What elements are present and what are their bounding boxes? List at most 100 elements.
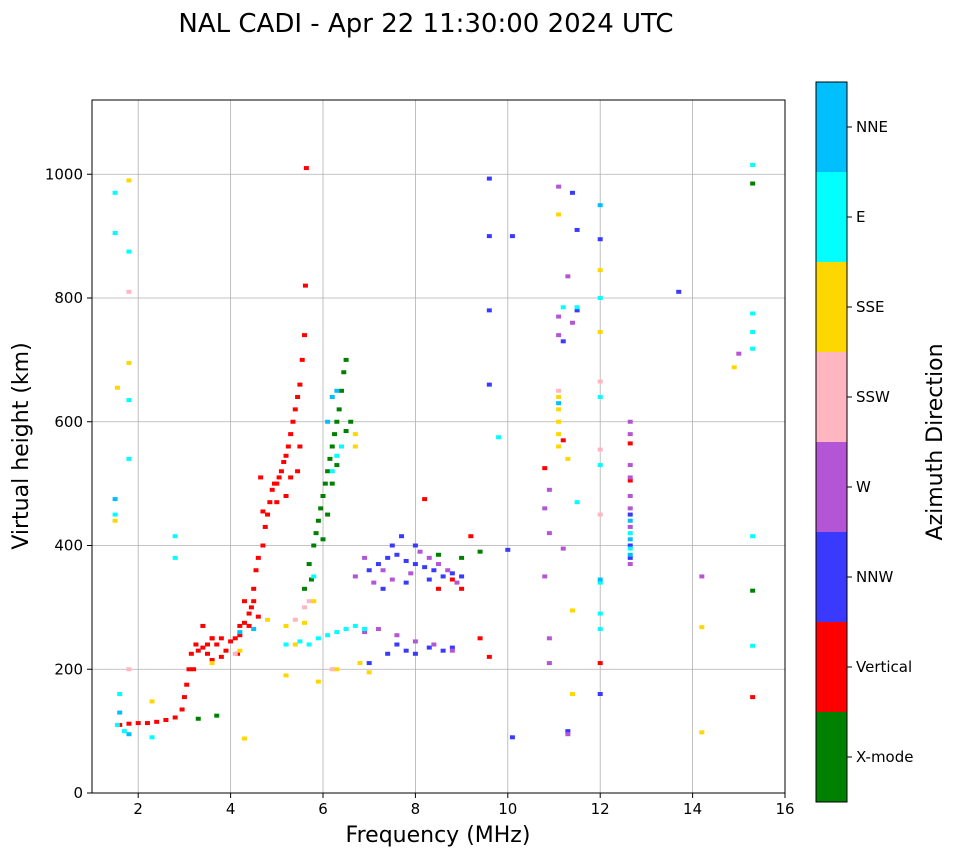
data-point bbox=[477, 636, 483, 641]
data-point bbox=[135, 721, 141, 726]
data-point bbox=[114, 722, 120, 727]
data-point bbox=[362, 555, 368, 560]
data-point bbox=[322, 481, 328, 486]
data-point bbox=[274, 500, 280, 505]
data-point bbox=[426, 577, 432, 582]
data-point bbox=[560, 339, 566, 344]
data-point bbox=[375, 627, 381, 632]
colorbar-title: Azimuth Direction bbox=[923, 343, 948, 540]
data-point bbox=[200, 645, 206, 650]
data-point bbox=[597, 268, 603, 273]
data-point bbox=[126, 732, 132, 737]
data-point bbox=[440, 648, 446, 653]
data-point bbox=[750, 534, 756, 539]
data-point bbox=[283, 623, 289, 628]
data-point bbox=[334, 453, 340, 458]
data-point bbox=[223, 648, 229, 653]
data-point bbox=[253, 568, 259, 573]
data-point bbox=[546, 531, 552, 536]
data-point bbox=[265, 617, 271, 622]
data-point bbox=[597, 237, 603, 242]
data-point bbox=[172, 534, 178, 539]
data-point bbox=[195, 648, 201, 653]
data-point bbox=[627, 419, 633, 424]
colorbar-segment bbox=[816, 172, 847, 262]
data-point bbox=[205, 651, 210, 656]
series-e bbox=[112, 162, 756, 740]
data-point bbox=[126, 398, 132, 403]
data-point bbox=[271, 481, 277, 486]
data-point bbox=[343, 627, 349, 632]
data-point bbox=[200, 623, 206, 628]
data-point bbox=[246, 611, 252, 616]
data-point bbox=[459, 586, 465, 591]
data-point bbox=[627, 562, 633, 567]
data-point bbox=[459, 555, 465, 560]
data-point bbox=[232, 636, 238, 641]
data-point bbox=[214, 713, 220, 718]
data-point bbox=[352, 432, 358, 437]
data-point bbox=[311, 574, 317, 579]
data-point bbox=[329, 469, 335, 474]
data-point bbox=[750, 330, 756, 335]
data-point bbox=[267, 500, 273, 505]
data-point bbox=[149, 735, 155, 740]
series-ssw bbox=[126, 289, 603, 672]
data-point bbox=[565, 274, 571, 279]
data-point bbox=[126, 178, 132, 183]
colorbar-segment bbox=[816, 262, 847, 352]
data-point bbox=[302, 586, 308, 591]
x-tick-label: 10 bbox=[498, 800, 517, 818]
data-point bbox=[205, 642, 210, 647]
data-point bbox=[303, 166, 309, 171]
y-tick-label: 800 bbox=[54, 289, 83, 307]
data-point bbox=[542, 506, 548, 511]
data-point bbox=[338, 388, 344, 393]
data-point bbox=[627, 494, 633, 498]
data-point bbox=[302, 620, 308, 625]
data-point bbox=[336, 407, 342, 412]
data-point bbox=[394, 642, 400, 647]
data-point bbox=[627, 432, 633, 437]
data-point bbox=[258, 475, 264, 480]
data-point bbox=[315, 679, 321, 684]
data-point bbox=[627, 475, 633, 480]
data-point bbox=[313, 531, 319, 536]
data-point bbox=[181, 695, 187, 700]
colorbar-label: E bbox=[856, 208, 865, 226]
x-tick-label: 8 bbox=[411, 800, 421, 818]
data-point bbox=[112, 518, 118, 523]
data-point bbox=[627, 546, 633, 551]
data-point bbox=[112, 497, 118, 502]
data-point bbox=[126, 721, 132, 726]
series-w bbox=[352, 184, 742, 737]
data-point bbox=[295, 469, 301, 474]
data-point bbox=[126, 249, 132, 254]
data-point bbox=[214, 642, 220, 647]
data-point bbox=[241, 736, 247, 741]
data-point bbox=[560, 546, 566, 551]
data-point bbox=[412, 651, 418, 656]
data-point bbox=[248, 605, 254, 610]
data-point bbox=[750, 346, 756, 351]
data-point bbox=[389, 543, 395, 548]
data-point bbox=[380, 568, 386, 573]
data-point bbox=[426, 555, 432, 560]
data-point bbox=[283, 494, 289, 498]
data-point bbox=[736, 351, 742, 356]
data-point bbox=[574, 227, 580, 232]
data-point bbox=[449, 571, 455, 576]
y-tick-label: 400 bbox=[54, 537, 83, 555]
data-point bbox=[449, 648, 455, 653]
data-point bbox=[597, 661, 603, 666]
colorbar-label: NNE bbox=[856, 118, 888, 136]
data-point bbox=[172, 715, 178, 720]
data-point bbox=[542, 574, 548, 579]
data-point bbox=[306, 642, 312, 647]
data-point bbox=[117, 710, 123, 715]
data-point bbox=[237, 630, 243, 635]
data-point bbox=[569, 692, 575, 696]
data-point bbox=[412, 543, 418, 548]
data-point bbox=[112, 190, 118, 195]
data-point bbox=[509, 234, 515, 239]
